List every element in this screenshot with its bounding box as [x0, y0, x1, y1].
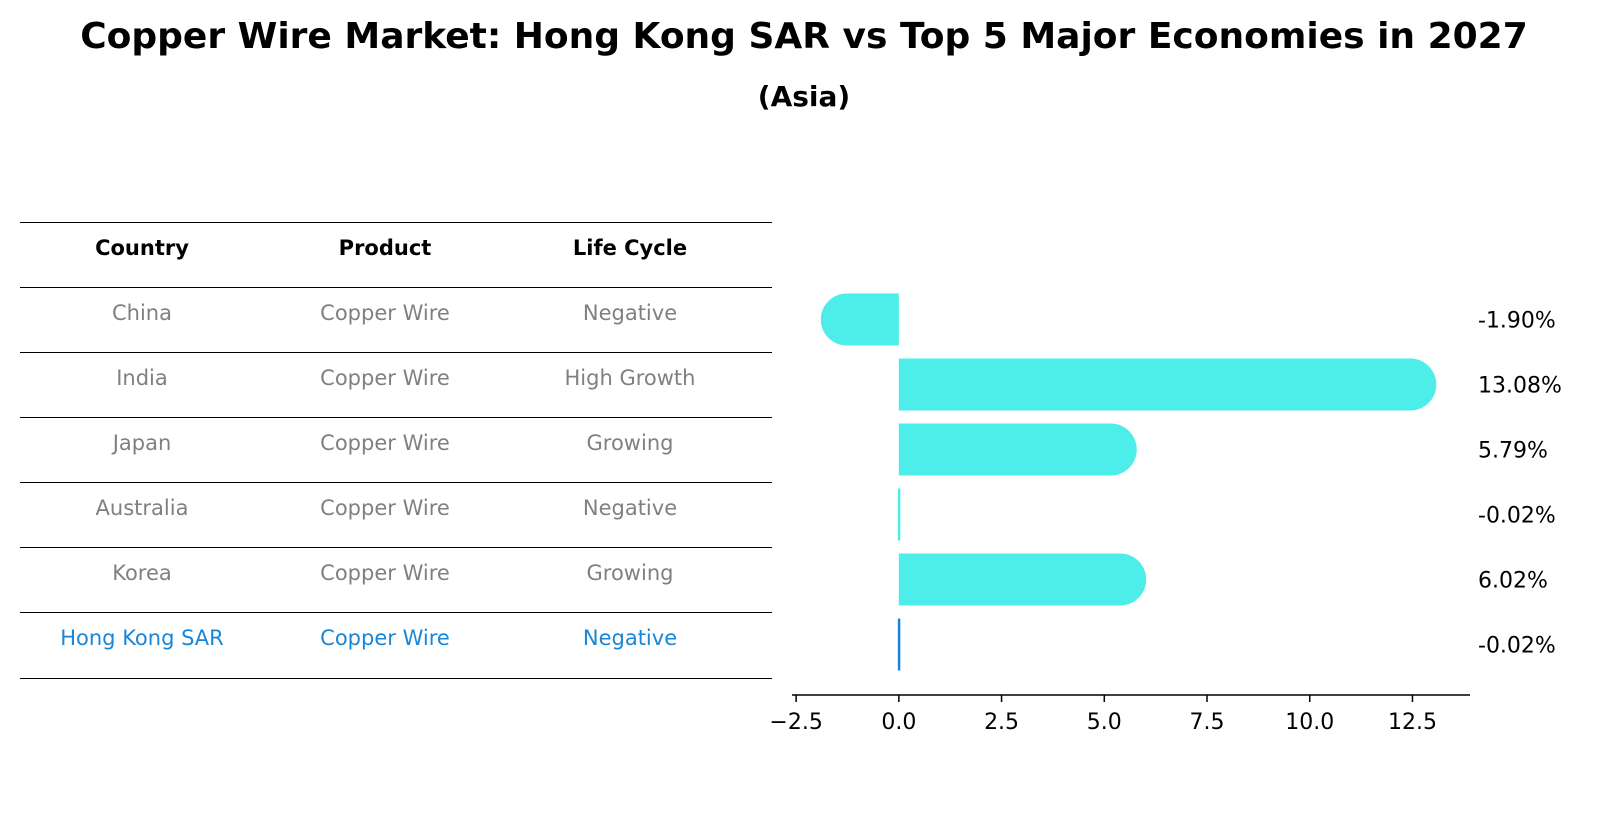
cell-country-highlight: Hong Kong SAR [60, 626, 224, 650]
bar-japan [898, 423, 1137, 476]
value-label: 5.79% [1478, 439, 1548, 464]
cell-life-cycle: Negative [582, 301, 678, 325]
value-label: -0.02% [1478, 504, 1556, 529]
cell-product: Copper Wire [320, 561, 450, 585]
cell-product: Copper Wire [320, 431, 450, 455]
x-tick-label: 10.0 [1285, 710, 1334, 735]
cell-life-cycle: Negative [582, 496, 678, 520]
cell-life-cycle: Growing [586, 431, 674, 455]
x-tick-label: 5.0 [1087, 710, 1122, 735]
header-country: Country [95, 236, 189, 260]
cell-life-cycle: Growing [586, 561, 674, 585]
table-rule [20, 352, 772, 353]
value-label: -0.02% [1478, 634, 1556, 659]
x-tick-label: 7.5 [1190, 710, 1225, 735]
bar-australia [897, 488, 901, 541]
cell-country: India [116, 366, 168, 390]
value-label: -1.90% [1478, 309, 1556, 334]
cell-life-cycle: High Growth [564, 366, 696, 390]
cell-country: Japan [112, 431, 172, 455]
table-rule [20, 547, 772, 548]
cell-life-cycle-highlight: Negative [582, 626, 678, 650]
cell-country: Australia [95, 496, 189, 520]
cell-country: Korea [112, 561, 172, 585]
table-rule [20, 222, 772, 223]
cell-product: Copper Wire [320, 496, 450, 520]
header-life-cycle: Life Cycle [572, 236, 688, 260]
cell-country: China [112, 301, 172, 325]
bar-china [820, 293, 899, 346]
cell-product: Copper Wire [320, 301, 450, 325]
x-tick-label: 2.5 [984, 710, 1019, 735]
bar-india [898, 358, 1437, 411]
table-rule [20, 612, 772, 613]
value-label: 6.02% [1478, 569, 1548, 594]
x-tick-label: 0.0 [881, 710, 916, 735]
cell-product: Copper Wire [320, 366, 450, 390]
bar-korea [898, 553, 1147, 606]
x-tick-label: 12.5 [1388, 710, 1437, 735]
cell-product-highlight: Copper Wire [320, 626, 450, 650]
x-tick-label: −2.5 [769, 710, 822, 735]
chart-subtitle: (Asia) [757, 80, 851, 113]
table-rule [20, 287, 772, 288]
bar-hong-kong-sar [897, 618, 901, 671]
chart-title: Copper Wire Market: Hong Kong SAR vs Top… [80, 16, 1528, 57]
table-rule [20, 417, 772, 418]
header-product: Product [338, 236, 432, 260]
table-rule [20, 678, 772, 679]
value-label: 13.08% [1478, 374, 1562, 399]
table-rule [20, 482, 772, 483]
